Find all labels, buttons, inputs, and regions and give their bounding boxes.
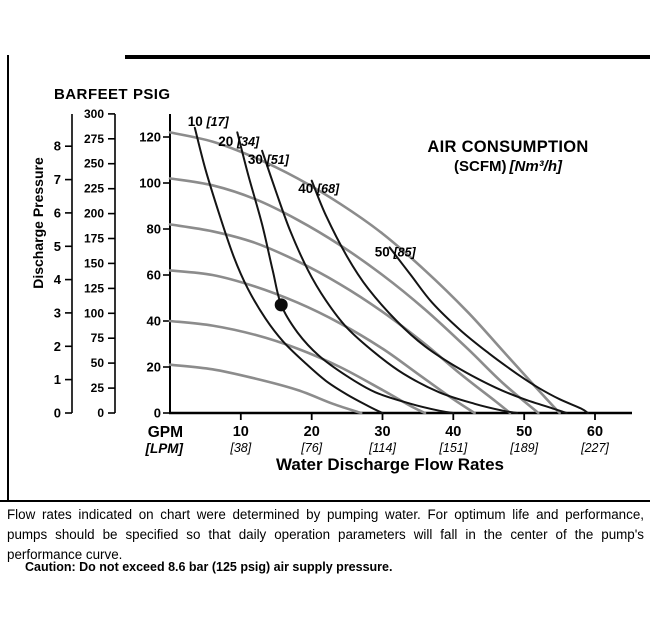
air-curve-label-20: 20 [34]	[218, 134, 260, 149]
performance-curve-4	[168, 269, 476, 415]
air-curve-40-scfm	[310, 179, 568, 414]
feet-tick-label: 125	[84, 281, 104, 295]
air-curve-label-30: 30 [51]	[248, 152, 290, 167]
bar-tick-label: 1	[54, 372, 61, 387]
psig-tick-label: 40	[147, 314, 161, 329]
footer-note: Flow rates indicated on chart were deter…	[7, 507, 644, 563]
air-curve-scfm-value: 10	[188, 114, 207, 129]
feet-tick-label: 100	[84, 306, 104, 320]
bar-tick-label: 7	[54, 172, 61, 187]
top-divider	[125, 55, 650, 59]
psig-axis: 0 20 40 60 80 100 120	[139, 114, 171, 421]
psig-tick-label: 80	[147, 222, 161, 237]
performance-curve-6	[168, 363, 363, 415]
gpm-tick-label: 50	[516, 424, 532, 440]
bar-tick-label: 5	[54, 239, 61, 254]
lpm-tick-label: [227]	[580, 441, 609, 455]
feet-tick-label: 175	[84, 232, 104, 246]
feet-tick-label: 0	[97, 406, 104, 420]
air-curve-scfm-value: 40	[298, 181, 317, 196]
lpm-tick-label: [114]	[368, 441, 396, 455]
bar-axis-header: BAR	[54, 86, 88, 103]
feet-tick-label: 25	[91, 381, 105, 395]
left-border	[7, 55, 9, 502]
feet-axis: 0 25 50 75 100 125 150 175 200 225 250 275 300	[84, 107, 116, 420]
feet-tick-label: 50	[91, 356, 105, 370]
feet-tick-label: 75	[91, 331, 105, 345]
performance-curve-3	[168, 223, 512, 415]
air-curve-nm3h-value: [34]	[236, 135, 260, 149]
lpm-tick-label: [151]	[438, 441, 467, 455]
gpm-tick-label: 60	[587, 424, 603, 440]
bar-axis: 0 1 2 3 4 5 6 7 8	[54, 114, 73, 421]
psig-axis-header: PSIG	[133, 86, 171, 103]
feet-tick-label: 250	[84, 157, 104, 171]
nm3h-unit-label: [Nm³/h]	[509, 157, 563, 175]
gpm-tick-label: 10	[233, 424, 249, 440]
lpm-tick-label: [38]	[229, 441, 251, 455]
operating-point-marker	[274, 298, 288, 312]
air-consumption-legend: AIR CONSUMPTION (SCFM) [Nm³/h]	[410, 137, 606, 176]
air-curve-scfm-value: 20	[218, 134, 237, 149]
air-curve-scfm-value: 50	[375, 245, 394, 260]
air-consumption-units: (SCFM) [Nm³/h]	[410, 158, 606, 177]
air-consumption-title: AIR CONSUMPTION	[427, 138, 589, 156]
gpm-tick-label: 40	[445, 424, 461, 440]
lpm-unit-label: [LPM]	[145, 441, 184, 456]
feet-tick-label: 225	[84, 182, 104, 196]
gpm-unit-label: GPM	[148, 424, 183, 441]
air-curve-label-10: 10 [17]	[188, 114, 230, 129]
air-curve-nm3h-value: [51]	[266, 153, 290, 167]
air-curve-30-scfm	[261, 149, 519, 414]
footer-divider	[0, 500, 650, 502]
bar-tick-label: 4	[54, 272, 62, 287]
gpm-tick-label: 30	[374, 424, 390, 440]
feet-axis-header: FEET	[88, 86, 128, 103]
caution-note: Caution: Do not exceed 8.6 bar (125 psig…	[25, 560, 393, 574]
psig-tick-label: 20	[147, 360, 161, 375]
psig-tick-label: 100	[139, 176, 161, 191]
lpm-tick-label: [189]	[509, 441, 538, 455]
air-curve-label-40: 40 [68]	[298, 181, 340, 196]
bar-tick-label: 0	[54, 406, 61, 421]
performance-curve-2	[168, 177, 540, 415]
air-curve-nm3h-value: [17]	[205, 115, 229, 129]
air-curve-nm3h-value: [68]	[316, 182, 340, 196]
air-curve-nm3h-value: [85]	[392, 246, 416, 260]
bar-tick-label: 2	[54, 339, 61, 354]
psig-tick-label: 60	[147, 268, 161, 283]
feet-tick-label: 275	[84, 132, 104, 146]
performance-curve-5	[168, 319, 427, 415]
air-curve-scfm-value: 30	[248, 152, 267, 167]
psig-tick-label: 120	[139, 130, 161, 145]
scfm-unit-label: (SCFM)	[454, 157, 507, 175]
x-axis-title: Water Discharge Flow Rates	[276, 455, 504, 474]
air-curve-10-scfm	[193, 126, 384, 414]
psig-tick-label: 0	[154, 406, 161, 421]
air-curve-label-50: 50 [85]	[375, 245, 417, 260]
feet-tick-label: 150	[84, 256, 104, 270]
bar-tick-label: 8	[54, 139, 61, 154]
air-curve-20-scfm	[236, 131, 455, 414]
gpm-axis: 10[38] 20[76] 30[114] 40[151] 50[189] 60[227]…	[145, 411, 632, 456]
feet-tick-label: 200	[84, 207, 104, 221]
air-curve-50-scfm	[388, 246, 589, 414]
y-axis-title: Discharge Pressure	[30, 157, 46, 289]
bar-tick-label: 6	[54, 205, 61, 220]
feet-tick-label: 300	[84, 107, 104, 121]
bar-tick-label: 3	[54, 305, 61, 320]
lpm-tick-label: [76]	[300, 441, 322, 455]
gpm-tick-label: 20	[304, 424, 320, 440]
